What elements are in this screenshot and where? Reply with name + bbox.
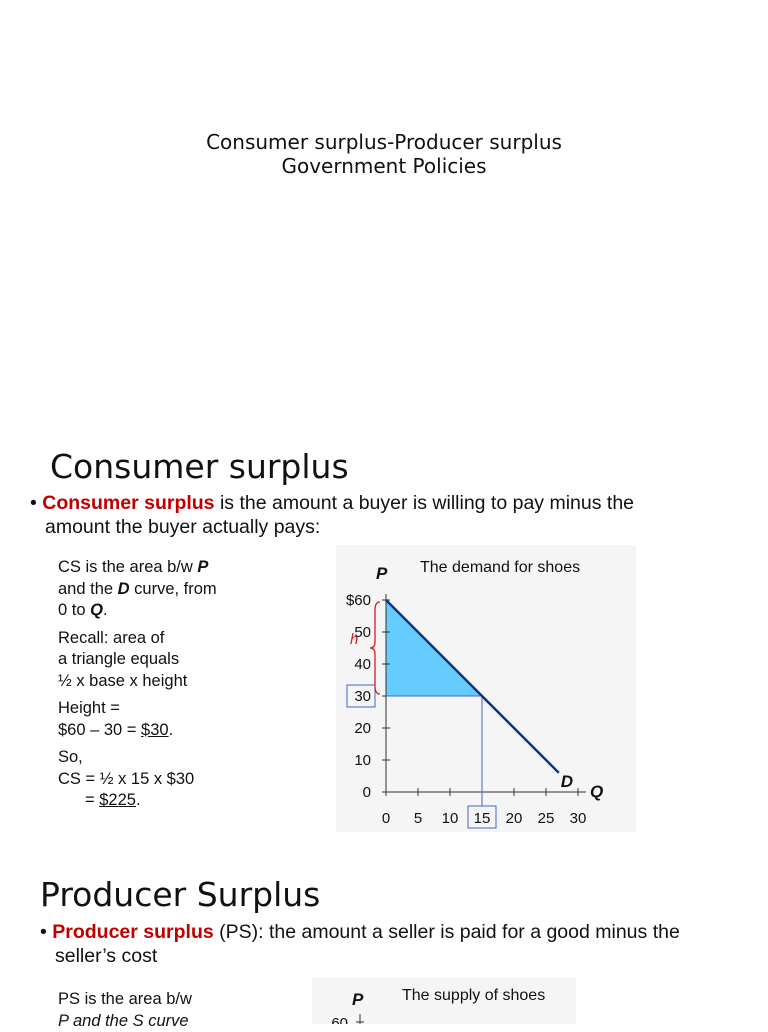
- note-line: a triangle equals: [58, 649, 217, 671]
- bullet-dot: •: [40, 921, 52, 943]
- title-slide: Consumer surplus-Producer surplus Govern…: [0, 130, 768, 178]
- y-tick-label: $60: [346, 592, 371, 609]
- chart-title: The supply of shoes: [402, 987, 545, 1004]
- note-symbol-q: Q: [90, 601, 103, 619]
- note-line: and the D curve, from: [58, 579, 217, 601]
- x-axis-label: Q: [590, 782, 603, 801]
- note-line: CS is the area b/w P: [58, 557, 217, 579]
- ps-heading: Producer Surplus: [40, 876, 320, 914]
- x-tick-label: 0: [382, 810, 390, 827]
- demand-curve-label: D: [561, 772, 573, 791]
- cs-heading: Consumer surplus: [50, 448, 349, 486]
- y-tick-label: 40: [354, 656, 371, 673]
- note-line: Height =: [58, 698, 217, 720]
- note-line: ½ x base x height: [58, 671, 217, 693]
- x-tick-label: 15: [474, 810, 491, 827]
- ps-bullet: • Producer surplus (PS): the amount a se…: [40, 920, 680, 944]
- y-axis-label: P: [376, 564, 388, 583]
- ps-notes: PS is the area b/w P and the S curve: [58, 989, 192, 1032]
- title-line-1: Consumer surplus-Producer surplus: [0, 130, 768, 154]
- note-line: PS is the area b/w: [58, 989, 192, 1011]
- cs-notes: CS is the area b/w P and the D curve, fr…: [58, 557, 217, 812]
- x-tick-label: 30: [570, 810, 587, 827]
- ps-bullet-line-2: seller’s cost: [55, 944, 157, 968]
- note-line: = $225.: [58, 790, 217, 812]
- note-text: and the: [58, 580, 118, 598]
- ps-bullet-text: (PS): the amount a seller is paid for a …: [214, 921, 680, 943]
- note-line: So,: [58, 747, 217, 769]
- x-tick-label: 20: [506, 810, 523, 827]
- note-text: $60 – 30 =: [58, 721, 141, 739]
- note-text: .: [103, 601, 108, 619]
- note-line: P and the S curve: [58, 1011, 192, 1032]
- note-symbol-d: D: [118, 580, 130, 598]
- y-axis-label: P: [352, 990, 364, 1009]
- y-tick-label: 10: [354, 752, 371, 769]
- ps-bullet-term: Producer surplus: [52, 921, 213, 943]
- note-text: =: [85, 791, 99, 809]
- x-tick-label: 5: [414, 810, 422, 827]
- note-text: 0 to: [58, 601, 90, 619]
- title-line-2: Government Policies: [0, 154, 768, 178]
- cs-bullet-term: Consumer surplus: [42, 492, 214, 514]
- bullet-dot: •: [30, 492, 42, 514]
- cs-bullet-text: is the amount a buyer is willing to pay …: [215, 492, 634, 514]
- note-line: Recall: area of: [58, 628, 217, 650]
- y-tick-label: 0: [363, 784, 371, 801]
- note-line: CS = ½ x 15 x $30: [58, 769, 217, 791]
- note-line: $60 – 30 = $30.: [58, 720, 217, 742]
- cs-value: $225: [99, 791, 136, 809]
- note-symbol-p: P: [197, 558, 208, 576]
- cs-bullet-line-2: amount the buyer actually pays:: [45, 515, 320, 539]
- note-text: .: [136, 791, 141, 809]
- note-line: 0 to Q.: [58, 600, 217, 622]
- height-brace: [370, 602, 380, 694]
- x-tick-label: 25: [538, 810, 555, 827]
- note-text: CS is the area b/w: [58, 558, 197, 576]
- y-tick-label: 20: [354, 720, 371, 737]
- x-tick-label: 10: [442, 810, 459, 827]
- note-text: curve, from: [130, 580, 217, 598]
- y-tick-label: 30: [354, 688, 371, 705]
- note-text: .: [169, 721, 174, 739]
- height-label: h: [350, 631, 358, 648]
- cs-bullet: • Consumer surplus is the amount a buyer…: [30, 491, 634, 515]
- y-tick-label: 60: [331, 1015, 348, 1024]
- supply-chart: The supply of shoes P 60: [312, 978, 576, 1024]
- chart-title: The demand for shoes: [420, 559, 580, 576]
- height-value: $30: [141, 721, 169, 739]
